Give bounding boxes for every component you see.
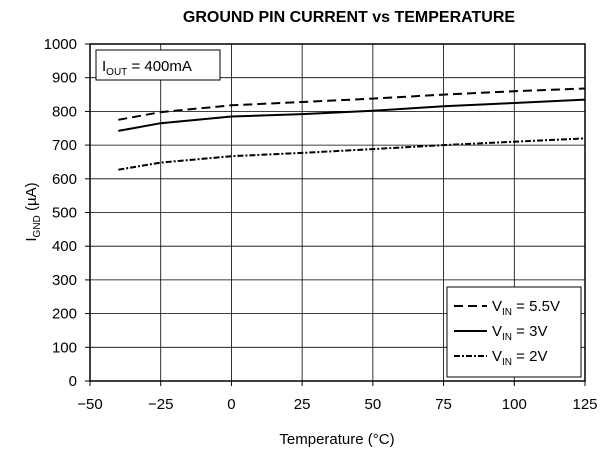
y-axis-label-main: I (23, 237, 40, 241)
y-tick-label: 600 (52, 171, 77, 188)
x-tick-label: 125 (572, 396, 597, 413)
y-axis-label-sub: GND (32, 215, 43, 237)
x-tick-label: 25 (294, 396, 311, 413)
series-line-2 (118, 137, 586, 171)
y-tick-label: 400 (52, 238, 77, 255)
y-tick-label: 300 (52, 272, 77, 289)
series-line-0 (118, 87, 586, 121)
x-tick-label: −25 (148, 396, 173, 413)
legend: VIN = 5.5V VIN = 3V VIN = 2V (454, 298, 560, 368)
x-axis-label: Temperature (°C) (279, 431, 394, 448)
annotation-main: I (102, 58, 106, 75)
annotation-sub: OUT (106, 67, 127, 78)
tick-marks (85, 43, 586, 386)
y-tick-label: 100 (52, 339, 77, 356)
series-line-1 (118, 98, 586, 132)
x-tick-labels: −50 −25 0 25 50 75 100 125 (77, 396, 597, 413)
x-tick-label: 50 (365, 396, 382, 413)
series-lines (118, 87, 586, 171)
y-tick-label: 800 (52, 103, 77, 120)
legend-label-2: VIN = 2V (492, 348, 547, 368)
legend-label-1: VIN = 3V (492, 323, 547, 343)
y-tick-label: 200 (52, 306, 77, 323)
y-tick-labels: 0 100 200 300 400 500 600 700 800 900 1000 (44, 36, 77, 390)
y-tick-label: 1000 (44, 36, 77, 53)
y-axis-label: IGND (µA) (23, 182, 43, 241)
x-tick-label: 75 (435, 396, 452, 413)
y-tick-label: 900 (52, 70, 77, 87)
chart-title: GROUND PIN CURRENT vs TEMPERATURE (183, 9, 516, 26)
y-tick-label: 500 (52, 205, 77, 222)
annotation-rest: = 400mA (127, 58, 192, 75)
y-tick-label: 700 (52, 137, 77, 154)
x-tick-label: 0 (227, 396, 235, 413)
y-tick-label: 0 (69, 373, 77, 390)
y-axis-label-unit: (µA) (23, 182, 40, 215)
legend-label-0: VIN = 5.5V (492, 298, 560, 318)
annotation-box (95, 49, 221, 81)
annotation-text: IOUT = 400mA (102, 58, 192, 78)
x-tick-label: −50 (77, 396, 102, 413)
x-tick-label: 100 (502, 396, 527, 413)
